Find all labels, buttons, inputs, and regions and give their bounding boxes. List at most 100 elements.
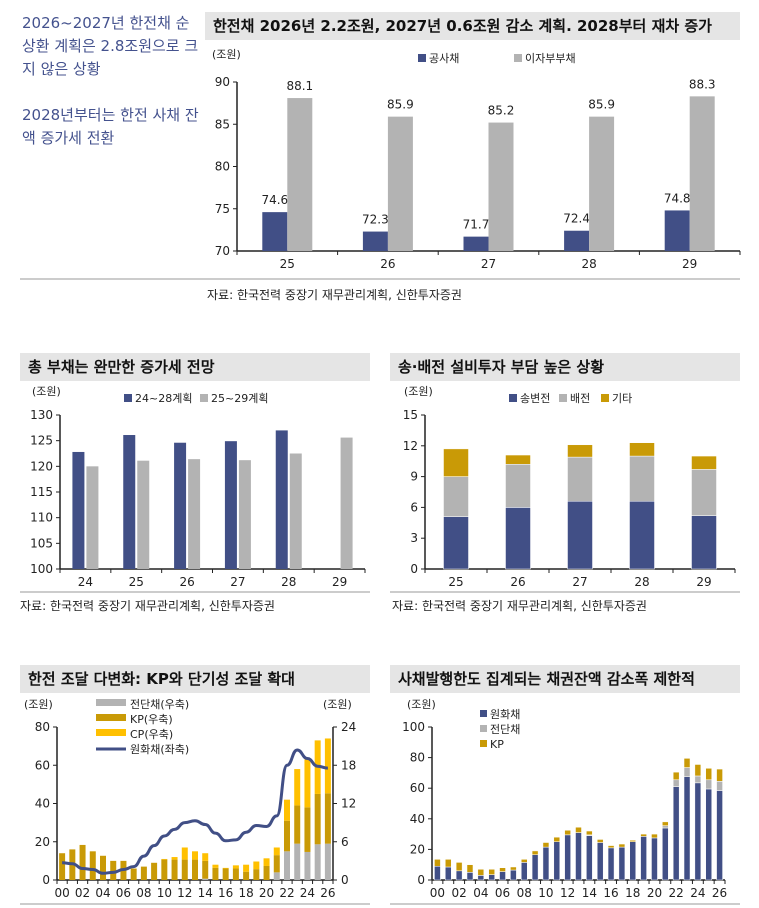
chart4-y-tick-label: 80 (35, 720, 50, 734)
chart4-bar-segment (284, 851, 290, 880)
chart5-bar-segment (553, 836, 561, 842)
chart1-data-label: 74.6 (261, 193, 288, 207)
chart1-source: 자료: 한국전력 중장기 재무관리계획, 신한투자증권 (207, 288, 462, 302)
chart1-data-label: 88.1 (286, 79, 313, 93)
chart4-x-tick-label: 04 (95, 886, 110, 900)
chart1-unit: (조원) (212, 48, 241, 61)
chart5-bar-segment (434, 859, 441, 867)
chart3-bar-segment (567, 500, 593, 570)
chart4-unit-right: (조원) (323, 698, 352, 711)
chart4-bar-segment (232, 868, 239, 880)
chart3-x-tick-label: 26 (510, 575, 525, 589)
chart4-legend-swatch (96, 729, 126, 736)
chart4-legend-label: KP(우축) (130, 713, 173, 726)
chart2-bar (123, 435, 136, 569)
chart5-bar-segment (445, 859, 452, 868)
chart5-x-tick-label: 04 (473, 886, 488, 900)
chart2-bar (188, 459, 201, 569)
chart1-y-tick-label: 70 (215, 244, 230, 258)
summary-note-2: 2028년부터는 한전 사채 잔액 증가세 전환 (22, 106, 199, 147)
chart5-x-tick-label: 18 (625, 886, 640, 900)
chart4-y-tick-label: 0 (341, 873, 349, 887)
chart5-x-tick-label: 08 (517, 886, 532, 900)
chart5-bar-segment (618, 843, 626, 848)
chart3-source: 자료: 한국전력 중장기 재무관리계획, 신한투자증권 (392, 599, 647, 613)
chart4-x-tick-label: 26 (320, 886, 335, 900)
chart1-title: 한전채 2026년 2.2조원, 2027년 0.6조원 감소 계획. 2028… (205, 12, 740, 40)
chart2-x-tick-label: 25 (129, 575, 144, 589)
chart3-legend-swatch (601, 394, 609, 402)
chart1-data-label: 88.3 (689, 77, 716, 91)
chart3-bar-segment (629, 500, 655, 570)
chart3-legend-swatch (559, 394, 567, 402)
chart3-legend-label: 배전 (570, 392, 590, 405)
chart2-bar (174, 442, 187, 569)
chart4-bar-segment (273, 847, 280, 856)
chart3-bar-segment (443, 476, 469, 517)
chart3-x-tick-label: 25 (448, 575, 463, 589)
chart2-bar (137, 460, 150, 569)
chart1-x-tick-label: 25 (280, 257, 295, 271)
chart5-bar-segment (531, 850, 539, 856)
chart5-bar-segment (662, 821, 669, 826)
chart1-x-tick-label: 28 (581, 257, 596, 271)
chart5-y-tick-label: 40 (410, 812, 425, 826)
chart4-y-tick-label: 40 (35, 797, 50, 811)
chart5-bar-segment (586, 830, 593, 836)
chart4-bar-segment (243, 871, 250, 880)
chart5-bar-segment (716, 790, 723, 881)
chart2-legend-swatch (124, 394, 132, 402)
chart2-bar (224, 441, 237, 569)
chart5-bar-segment (477, 869, 485, 876)
chart3-legend-swatch (509, 394, 517, 402)
chart4-legend-swatch (96, 699, 126, 706)
chart4-bar-segment (324, 738, 331, 794)
chart3-bar-segment (505, 464, 531, 508)
chart4-y-tick-label: 0 (42, 873, 50, 887)
chart4-bar-segment (232, 865, 239, 869)
chart4-y-tick-label: 12 (341, 797, 356, 811)
chart3-bar-segment (629, 455, 655, 502)
chart4-bar-segment (294, 843, 301, 880)
chart2-title: 총 부채는 완만한 증가세 전망 (20, 353, 370, 381)
chart4-legend-label: 전단채(우축) (130, 698, 189, 711)
chart3-y-tick-label: 12 (403, 439, 418, 453)
chart4-bar-segment (181, 847, 188, 860)
chart4-x-tick-label: 16 (218, 886, 233, 900)
chart5-bar-segment (520, 859, 528, 863)
chart5-bar-segment (716, 768, 723, 782)
chart5-x-tick-label: 06 (495, 886, 510, 900)
chart5-bar-segment (683, 776, 691, 881)
chart5-bar-segment (694, 775, 702, 784)
chart5-bar-segment (477, 875, 485, 881)
chart5-bar-segment (596, 842, 604, 881)
chart4-x-tick-label: 24 (300, 886, 315, 900)
chart2-bar (86, 466, 99, 569)
chart5-bar-segment (466, 864, 474, 873)
chart4-line-series (62, 748, 328, 875)
chart4-bar-segment (79, 844, 86, 880)
chart4-bar-segment (273, 872, 280, 880)
chart5-bar-segment (445, 866, 452, 881)
chart1-data-label: 71.7 (463, 218, 490, 232)
chart4-y-tick-label: 24 (341, 720, 356, 734)
chart2-y-tick-label: 115 (30, 485, 53, 499)
chart4-bar-segment (304, 807, 311, 852)
chart5-bar-segment (564, 830, 571, 836)
chart4-bar-segment (100, 855, 106, 880)
chart4-bar-segment (140, 866, 147, 880)
chart4-x-tick-label: 14 (198, 886, 213, 900)
chart5-bar-segment (607, 847, 615, 881)
chart4-bar-segment (192, 851, 198, 860)
chart1-data-label: 72.3 (362, 213, 389, 227)
chart5-legend-label: 원화채 (490, 708, 520, 721)
chart4-bar-segment (314, 793, 321, 845)
chart1-data-label: 72.4 (563, 212, 590, 226)
chart5-x-tick-label: 00 (430, 886, 445, 900)
chart2-y-tick-label: 105 (30, 536, 53, 550)
chart5-bar-segment (542, 846, 550, 881)
chart2-x-tick-label: 27 (230, 575, 245, 589)
chart1-x-tick-label: 26 (380, 257, 395, 271)
chart4-bar-segment (314, 844, 321, 880)
chart5-bar-segment (683, 767, 691, 777)
